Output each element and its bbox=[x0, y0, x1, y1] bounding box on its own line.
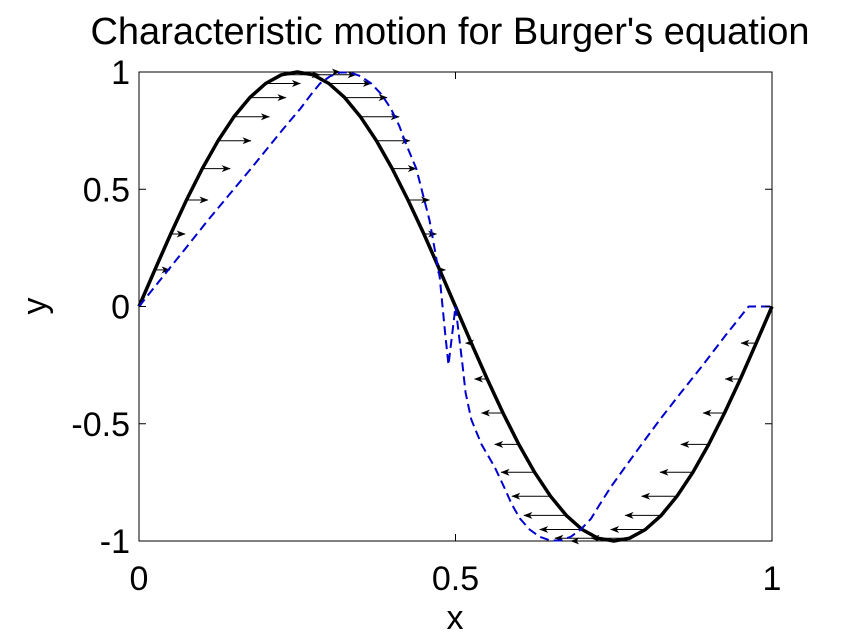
x-tick-label-1: 0.5 bbox=[432, 560, 479, 598]
axis-tick-labels: 0 0.5 1 -1 -0.5 0 0.5 1 bbox=[71, 54, 781, 598]
y-tick-label-3: 0.5 bbox=[83, 171, 130, 209]
y-axis-label: y bbox=[16, 298, 54, 315]
series-lines bbox=[137, 70, 774, 543]
y-tick-label-4: 1 bbox=[111, 54, 130, 92]
chart-title: Characteristic motion for Burger's equat… bbox=[90, 11, 809, 53]
axis-ticks bbox=[138, 71, 773, 542]
x-tick-label-2: 1 bbox=[763, 560, 782, 598]
y-tick-label-1: -0.5 bbox=[71, 406, 130, 444]
plot-area bbox=[137, 68, 774, 545]
y-tick-label-2: 0 bbox=[111, 289, 130, 327]
y-tick-label-0: -1 bbox=[100, 523, 130, 561]
x-tick-label-0: 0 bbox=[130, 560, 149, 598]
x-axis-label: x bbox=[447, 599, 464, 637]
dashed-series-line bbox=[138, 71, 772, 542]
solid-series-line bbox=[137, 70, 774, 543]
